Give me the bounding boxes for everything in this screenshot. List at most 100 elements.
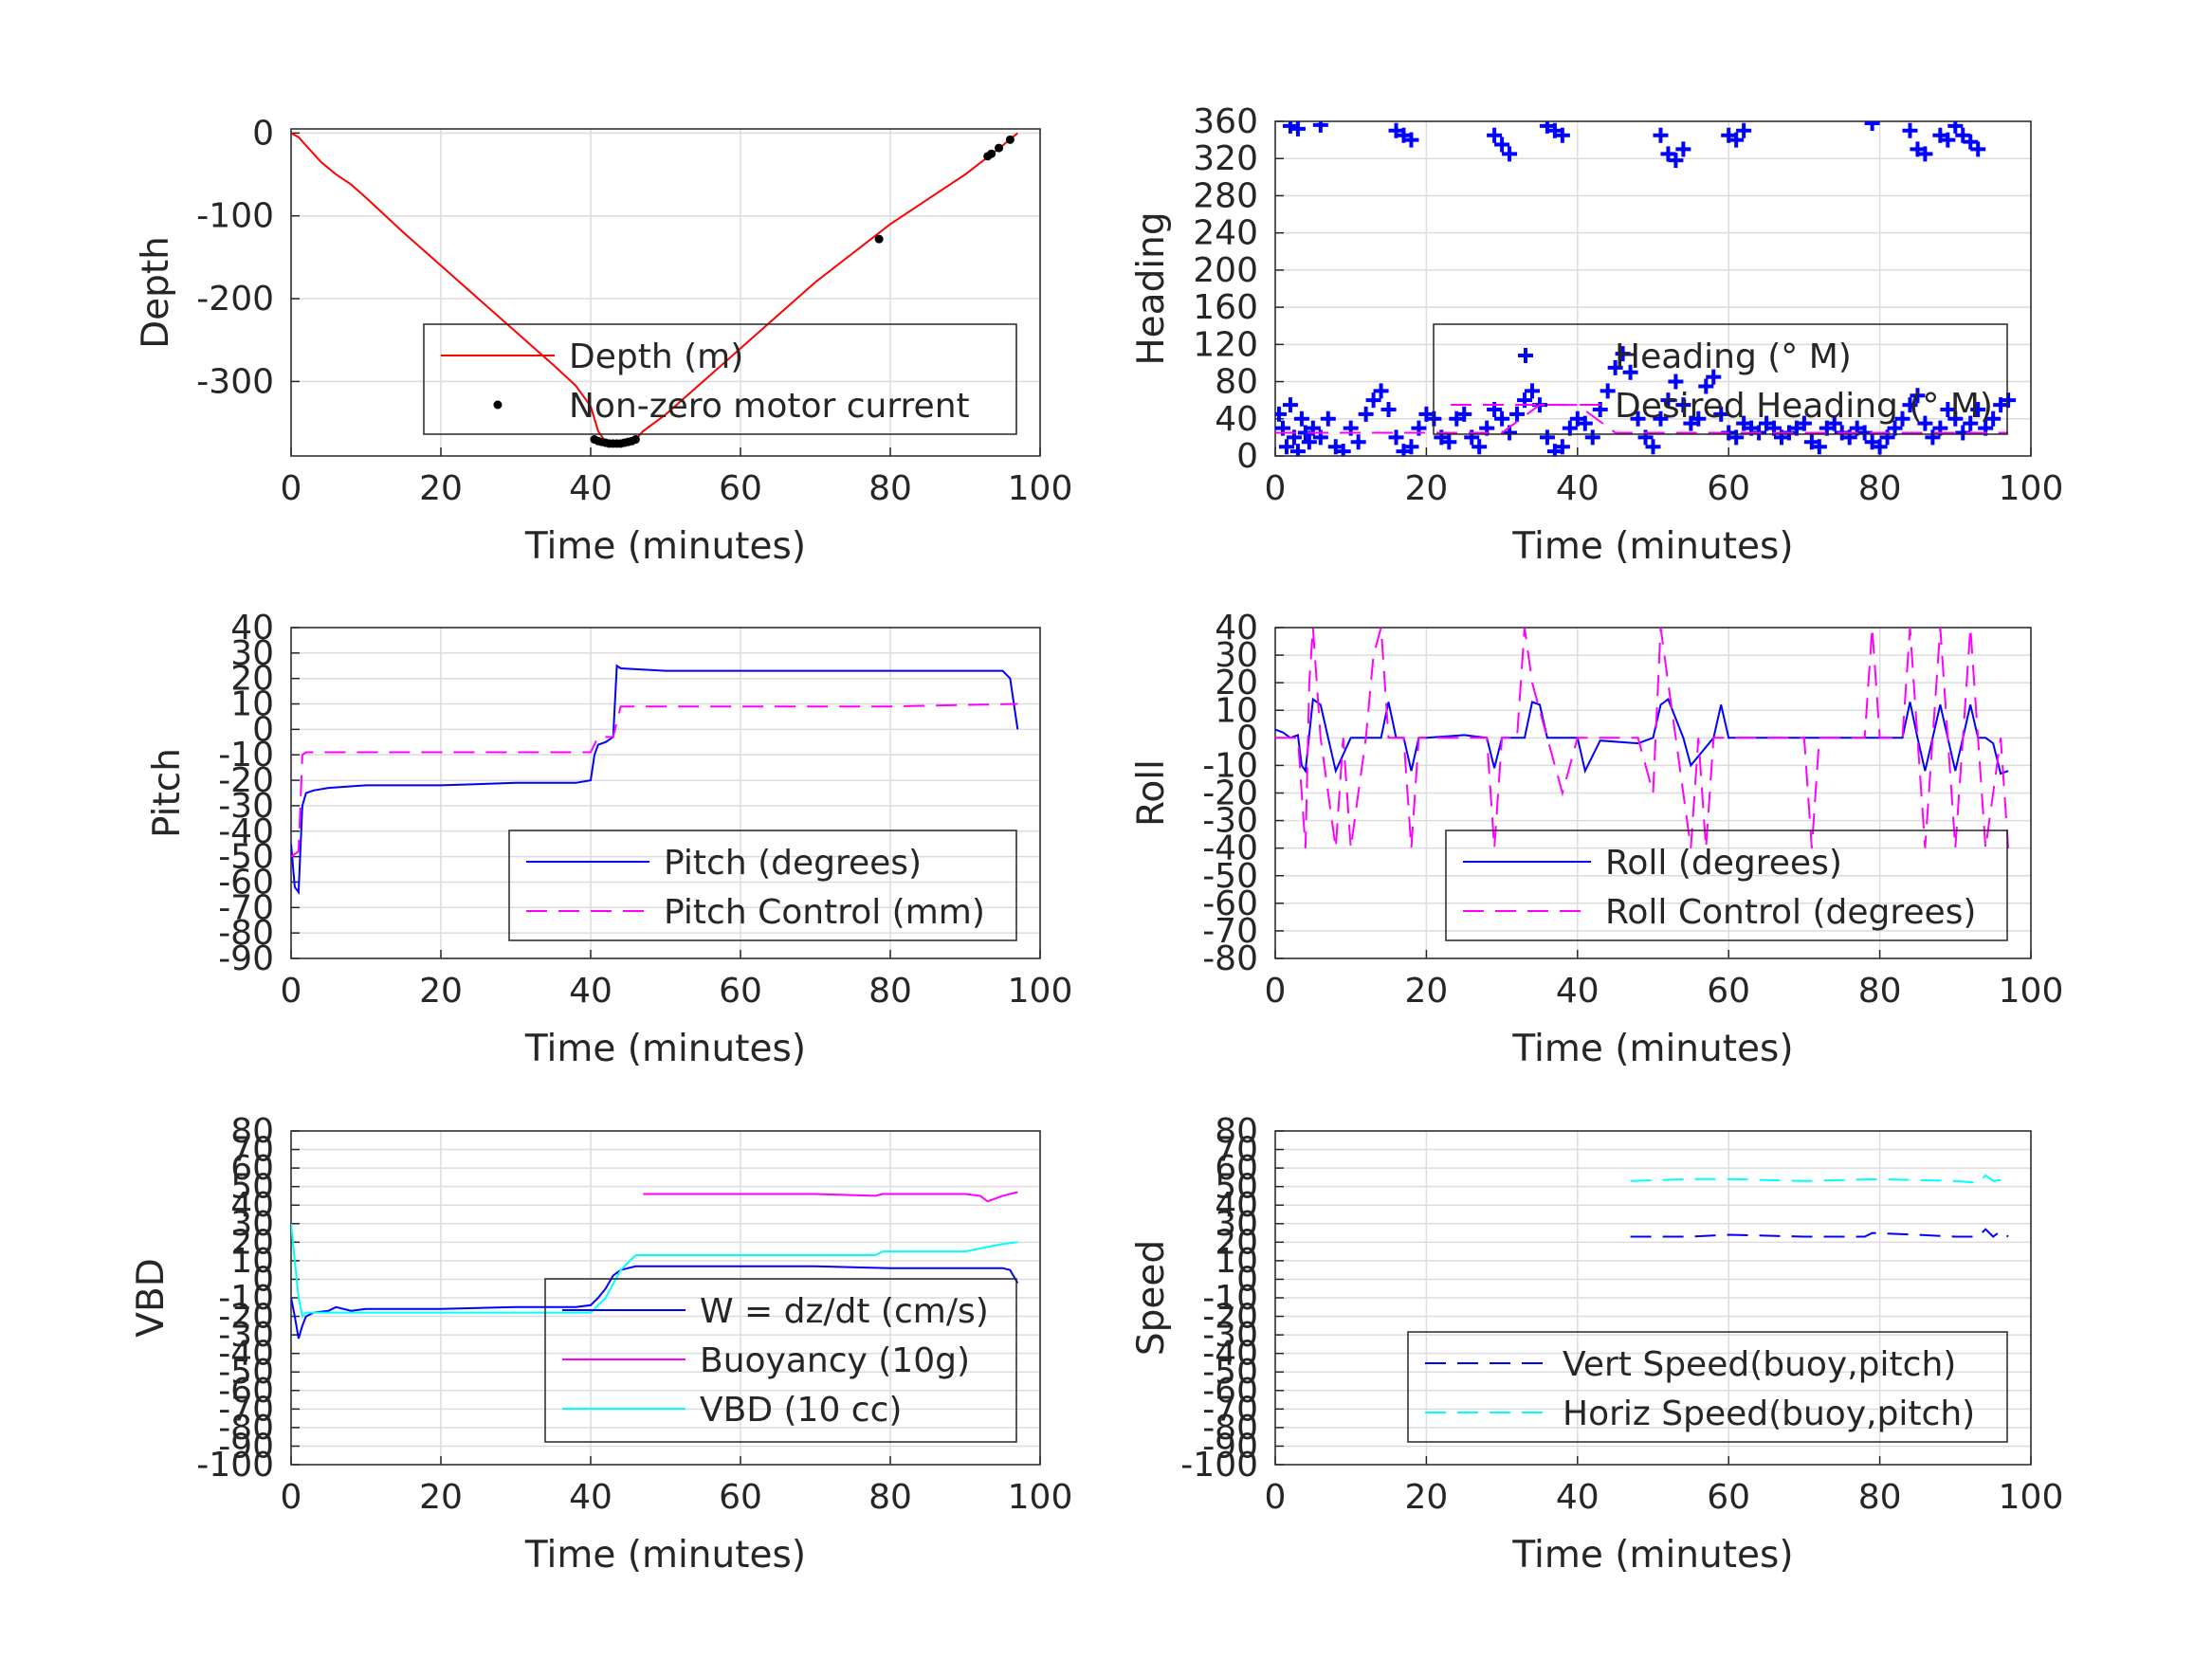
x-tick-label: 0	[1265, 469, 1287, 508]
data-point	[1373, 383, 1389, 399]
x-tick-label: 20	[1404, 972, 1448, 1011]
y-tick-label: 20	[230, 1223, 274, 1262]
y-tick-label: 10	[230, 1242, 274, 1281]
data-point	[1607, 359, 1623, 375]
plot-area	[291, 628, 1040, 958]
y-tick-label: -10	[1202, 746, 1258, 785]
axes-box	[290, 627, 1041, 959]
data-point	[1970, 401, 1986, 417]
y-tick-label: -50	[218, 1353, 274, 1392]
chart-depth: 0 20 40 60 80 100 0 -100 -200 -300 Time (minutes) D…	[135, 114, 1072, 568]
data-point	[1584, 429, 1600, 446]
chart-heading: 0 20 40 60 80 10004080120160200240280320360Ti…	[1130, 102, 2063, 568]
data-point	[1524, 383, 1540, 399]
x-tick-label: 80	[1858, 972, 1902, 1011]
data-point	[1660, 392, 1676, 409]
x-axis-label: Time (minutes)	[524, 525, 806, 568]
y-tick-label: -60	[1202, 1372, 1258, 1411]
data-point	[1554, 127, 1570, 143]
x-axis-label: Time (minutes)	[524, 1028, 806, 1070]
legend-label: Pitch (degrees)	[664, 844, 922, 883]
x-tick-label: 40	[1556, 972, 1600, 1011]
y-tick-label: 360	[1193, 102, 1258, 141]
data-point	[1275, 406, 1287, 422]
y-tick-label: -200	[196, 280, 274, 319]
data-point	[1894, 410, 1910, 427]
y-tick-label: 30	[1215, 1205, 1258, 1244]
y-tick-label: 60	[230, 1149, 274, 1188]
y-tick-label: 200	[1193, 251, 1258, 290]
y-axis-label: Pitch	[146, 748, 189, 838]
y-tick-label: 50	[1215, 1168, 1258, 1207]
data-point	[1970, 141, 1986, 157]
legend-box	[1445, 830, 2008, 941]
y-tick-label: -40	[1202, 1335, 1258, 1374]
legend-label: Depth (m)	[569, 337, 743, 376]
y-tick-label: 20	[1215, 664, 1258, 702]
legend-label: Heading (° M)	[1615, 337, 1852, 376]
data-point	[1005, 135, 1015, 144]
y-tick-label: 20	[1215, 1223, 1258, 1262]
data-point	[1335, 444, 1351, 456]
data-point	[1963, 134, 1979, 150]
data-point	[1728, 132, 1745, 148]
y-tick-label: 30	[230, 1205, 274, 1244]
x-tick-label: 100	[1999, 972, 2064, 1011]
y-tick-label: -90	[218, 939, 274, 978]
y-tick-label: 30	[1215, 636, 1258, 675]
y-tick-label: -70	[1202, 1390, 1258, 1429]
data-point	[1963, 415, 1979, 431]
data-point	[1554, 439, 1570, 455]
data-point	[987, 149, 996, 158]
y-tick-label: 40	[1215, 1186, 1258, 1225]
data-point	[1502, 146, 1518, 162]
x-tick-label: 0	[1265, 1478, 1287, 1517]
x-tick-label: 0	[281, 469, 302, 508]
series-line-1	[1630, 1174, 2009, 1184]
data-point	[1622, 364, 1638, 380]
data-point	[874, 234, 884, 244]
series-line-2	[291, 1223, 1018, 1319]
x-tick-label: 40	[569, 469, 612, 508]
data-point	[995, 143, 1004, 153]
y-tick-label: -50	[1202, 1353, 1258, 1392]
y-axis-label: VBD	[130, 1258, 173, 1337]
x-tick-label: 20	[419, 469, 463, 508]
legend-label: Horiz Speed(buoy,pitch)	[1563, 1395, 1975, 1433]
data-point	[1509, 406, 1526, 422]
legend-label: Roll Control (degrees)	[1605, 893, 1976, 932]
data-point	[1282, 121, 1298, 134]
y-tick-label: 0	[252, 710, 274, 749]
y-tick-label: 10	[1215, 1242, 1258, 1281]
x-tick-label: 20	[419, 972, 463, 1011]
data-point	[1668, 153, 1684, 169]
data-point	[1320, 410, 1336, 427]
data-point	[1653, 410, 1669, 427]
y-tick-label: -10	[218, 736, 274, 775]
data-point	[1668, 374, 1684, 390]
x-tick-label: 80	[1858, 469, 1902, 508]
data-point	[1487, 127, 1503, 143]
x-tick-label: 60	[1707, 1478, 1750, 1517]
series-line-0	[1275, 697, 2009, 775]
x-tick-label: 40	[1556, 469, 1600, 508]
y-tick-label: -10	[1202, 1279, 1258, 1318]
series-group	[1630, 1174, 2009, 1238]
legend-label: VBD (10 cc)	[700, 1391, 902, 1430]
chart-pitch: 0 20 40 60 80 100403020100-10-20-30-40-50-60-…	[146, 609, 1072, 1070]
y-tick-label: 80	[1215, 363, 1258, 402]
y-tick-label: -80	[218, 914, 274, 953]
data-point	[1796, 415, 1812, 431]
legend: Vert Speed(buoy,pitch) Horiz Speed(buoy,p…	[1407, 1331, 2008, 1443]
y-tick-label: -30	[1202, 802, 1258, 841]
x-tick-label: 60	[719, 972, 762, 1011]
legend-swatch	[1518, 348, 1533, 363]
x-tick-label: 20	[1404, 1478, 1448, 1517]
axes-box	[1274, 1130, 2032, 1466]
y-tick-label: 240	[1193, 214, 1258, 253]
data-point	[1494, 410, 1510, 427]
y-tick-label: 160	[1193, 288, 1258, 327]
x-tick-label: 80	[868, 1478, 912, 1517]
data-point	[1278, 439, 1294, 455]
y-tick-label: -20	[218, 761, 274, 800]
